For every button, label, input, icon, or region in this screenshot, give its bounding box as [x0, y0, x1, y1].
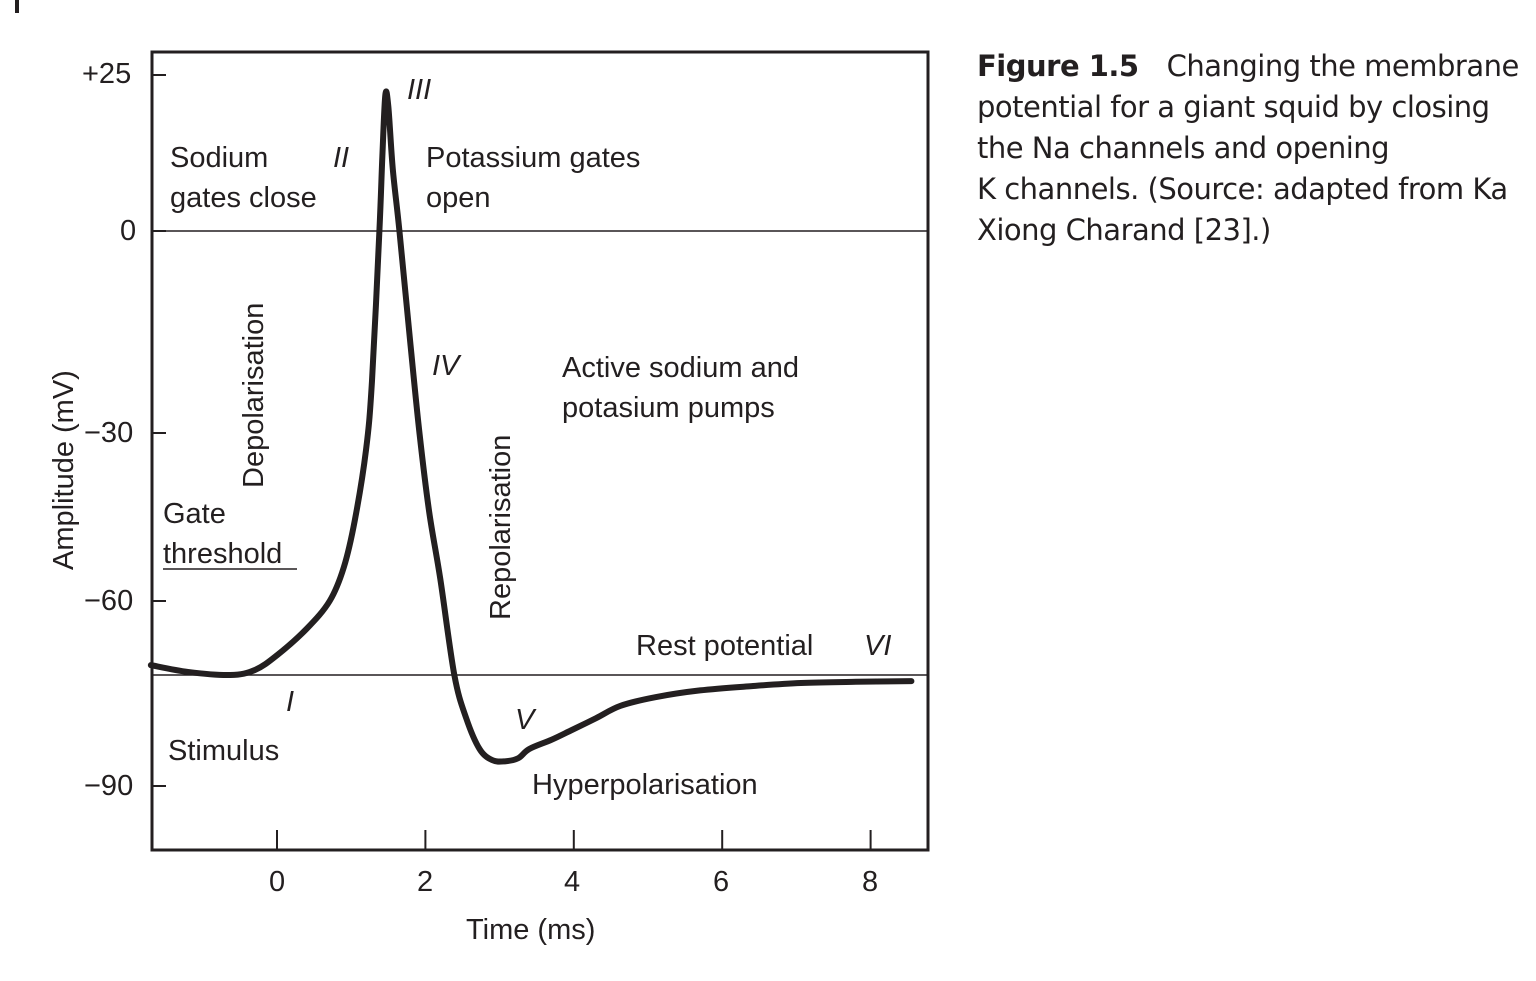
x-tick-label: 0 [269, 866, 286, 898]
stage-v-label: V [515, 704, 535, 736]
page-edge-mark [15, 0, 19, 13]
caption-line: Xiong Charand [23].) [977, 213, 1271, 247]
stimulus-annotation: Stimulus [168, 735, 280, 767]
caption-line: K channels. (Source: adapted from Ka [977, 172, 1508, 206]
caption-line: potential for a giant squid by closing [977, 90, 1490, 124]
x-axis-label: Time (ms) [466, 914, 596, 946]
stage-iv-label: IV [432, 350, 460, 382]
figure-caption: Figure 1.5 Changing the membrane potentia… [977, 46, 1536, 251]
figure-label: Figure 1.5 [977, 49, 1139, 83]
hyperpolarisation-annotation: Hyperpolarisation [532, 769, 758, 801]
sodium-annotation: gates close [170, 182, 317, 214]
caption-line: Changing the membrane [1166, 49, 1520, 83]
action-potential-chart [147, 50, 930, 852]
pumps-annotation: Active sodium and [562, 352, 799, 384]
y-tick-label: 0 [120, 215, 137, 247]
repolarisation-annotation: Repolarisation [485, 434, 517, 620]
potassium-annotation: open [426, 182, 491, 214]
caption-line: the Na channels and opening [977, 131, 1390, 165]
x-tick-label: 2 [417, 866, 434, 898]
gate-threshold-annotation: Gate [163, 498, 226, 530]
x-tick-label: 6 [713, 866, 730, 898]
y-axis-label: Amplitude (mV) [48, 370, 80, 570]
y-tick-label: +25 [82, 58, 132, 90]
stage-vi-label: VI [864, 630, 892, 662]
x-tick-label: 4 [564, 866, 581, 898]
gate-threshold-annotation: threshold [163, 538, 283, 570]
depolarisation-annotation: Depolarisation [238, 302, 270, 488]
x-tick-label: 8 [862, 866, 879, 898]
y-tick-label: −30 [84, 417, 134, 449]
stage-i-label: I [286, 686, 295, 718]
y-tick-label: −60 [84, 585, 134, 617]
pumps-annotation: potasium pumps [562, 392, 775, 424]
rest-potential-annotation: Rest potential [636, 630, 814, 662]
potassium-annotation: Potassium gates [426, 142, 641, 174]
y-tick-label: −90 [84, 770, 134, 802]
stage-ii-label: II [333, 142, 350, 174]
stage-iii-label: III [407, 74, 432, 106]
sodium-annotation: Sodium [170, 142, 269, 174]
